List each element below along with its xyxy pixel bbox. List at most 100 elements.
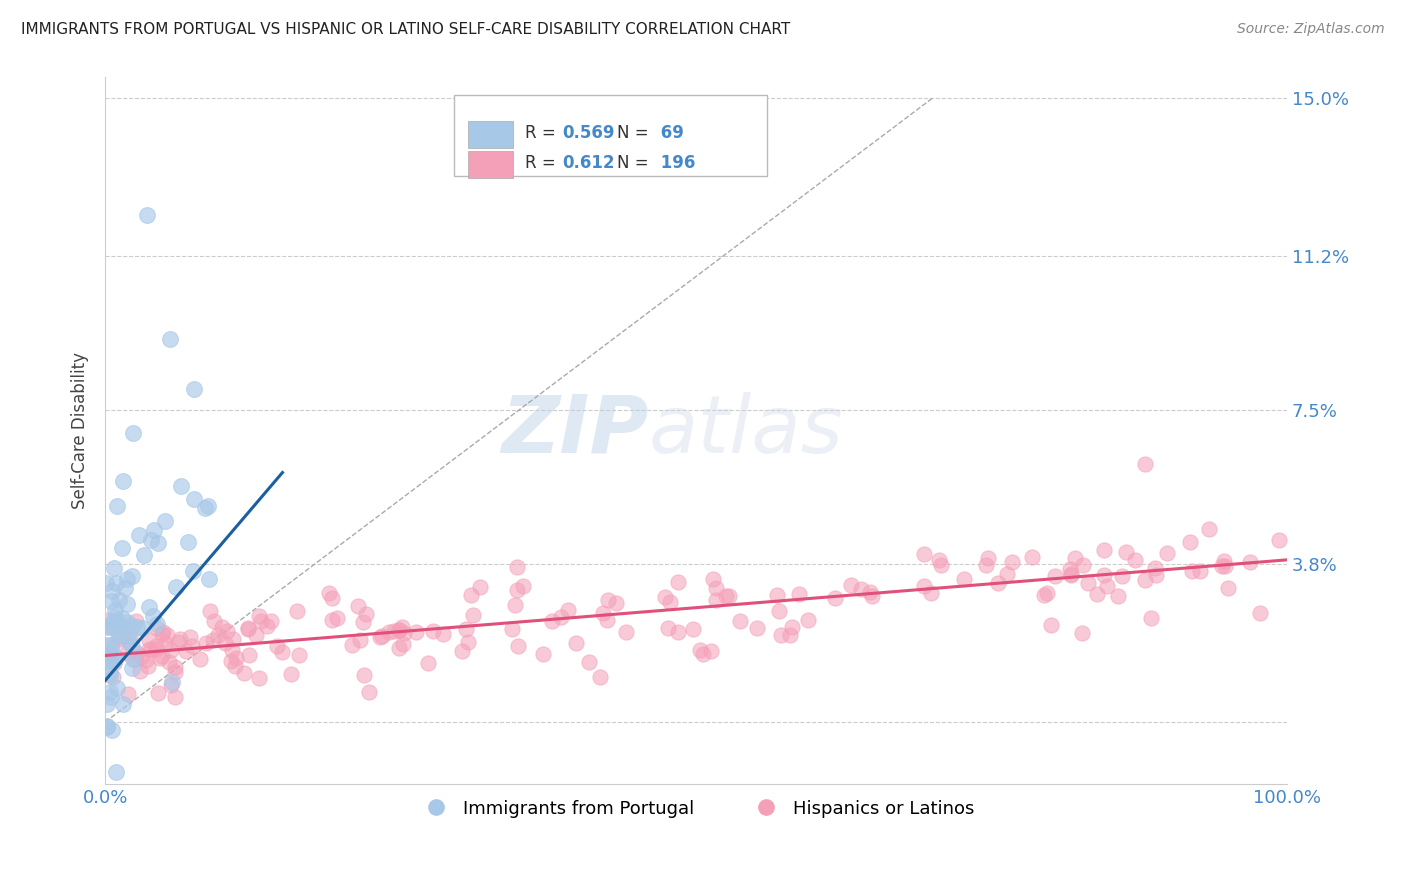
Point — [146, 535, 169, 549]
Point — [98, 668, 121, 682]
Point — [666, 625, 689, 640]
Point — [578, 656, 600, 670]
Point — [131, 621, 153, 635]
Point — [96, 719, 118, 733]
Point — [197, 572, 219, 586]
Point — [388, 623, 411, 637]
Point — [181, 639, 204, 653]
Point — [136, 659, 159, 673]
Point — [1189, 564, 1212, 578]
Point — [111, 474, 134, 488]
Point — [100, 723, 122, 738]
Point — [98, 652, 121, 666]
Point — [121, 619, 143, 633]
Point — [117, 635, 139, 649]
Point — [1039, 618, 1062, 632]
Point — [232, 665, 254, 680]
Point — [145, 639, 167, 653]
Point — [824, 591, 846, 605]
Point — [100, 593, 122, 607]
Point — [589, 670, 612, 684]
Point — [357, 685, 380, 699]
Point — [797, 613, 820, 627]
Point — [356, 607, 378, 622]
Point — [108, 593, 131, 607]
Point — [704, 593, 727, 607]
Point — [155, 628, 177, 642]
Point — [96, 619, 118, 633]
Point — [1115, 544, 1137, 558]
Point — [146, 686, 169, 700]
Point — [463, 607, 485, 622]
Point — [94, 648, 117, 663]
Point — [160, 678, 183, 692]
Point — [145, 642, 167, 657]
Point — [112, 630, 135, 644]
Point — [104, 603, 127, 617]
Point — [111, 541, 134, 555]
Point — [371, 630, 394, 644]
Point — [128, 527, 150, 541]
Point — [1095, 579, 1118, 593]
Point — [150, 649, 173, 664]
Point — [188, 652, 211, 666]
Point — [416, 657, 439, 671]
Point — [714, 590, 737, 604]
Point — [138, 632, 160, 647]
Point — [340, 638, 363, 652]
FancyBboxPatch shape — [468, 151, 513, 178]
Point — [779, 628, 801, 642]
Point — [174, 644, 197, 658]
Point — [207, 628, 229, 642]
Text: ZIP: ZIP — [502, 392, 648, 470]
Point — [139, 642, 162, 657]
Point — [97, 638, 120, 652]
Point — [1060, 567, 1083, 582]
Point — [1092, 568, 1115, 582]
Point — [1156, 546, 1178, 560]
Point — [153, 636, 176, 650]
Text: 69: 69 — [655, 124, 683, 143]
Point — [920, 586, 942, 600]
Point — [1133, 457, 1156, 471]
Point — [129, 664, 152, 678]
Point — [1085, 587, 1108, 601]
Point — [225, 650, 247, 665]
Point — [247, 609, 270, 624]
Point — [201, 632, 224, 647]
Point — [450, 644, 472, 658]
Point — [117, 687, 139, 701]
Point — [238, 622, 260, 636]
Point — [138, 641, 160, 656]
Text: 0.569: 0.569 — [562, 124, 614, 143]
Point — [839, 578, 862, 592]
Point — [224, 659, 246, 673]
Point — [179, 631, 201, 645]
Point — [682, 622, 704, 636]
Point — [912, 579, 935, 593]
Point — [107, 625, 129, 640]
Point — [121, 651, 143, 665]
Point — [321, 591, 343, 605]
Point — [101, 616, 124, 631]
Point — [96, 653, 118, 667]
Point — [288, 648, 311, 663]
Point — [368, 630, 391, 644]
Point — [96, 649, 118, 664]
Point — [103, 656, 125, 670]
Point — [197, 500, 219, 514]
Point — [565, 636, 588, 650]
Point — [101, 640, 124, 654]
Point — [183, 491, 205, 506]
Point — [98, 646, 121, 660]
Point — [165, 665, 187, 679]
Point — [787, 587, 810, 601]
Point — [1001, 555, 1024, 569]
Text: N =: N = — [617, 154, 654, 172]
Text: R =: R = — [524, 124, 561, 143]
Point — [169, 632, 191, 646]
Point — [382, 624, 405, 639]
Point — [1021, 549, 1043, 564]
Point — [1071, 626, 1094, 640]
Point — [728, 615, 751, 629]
